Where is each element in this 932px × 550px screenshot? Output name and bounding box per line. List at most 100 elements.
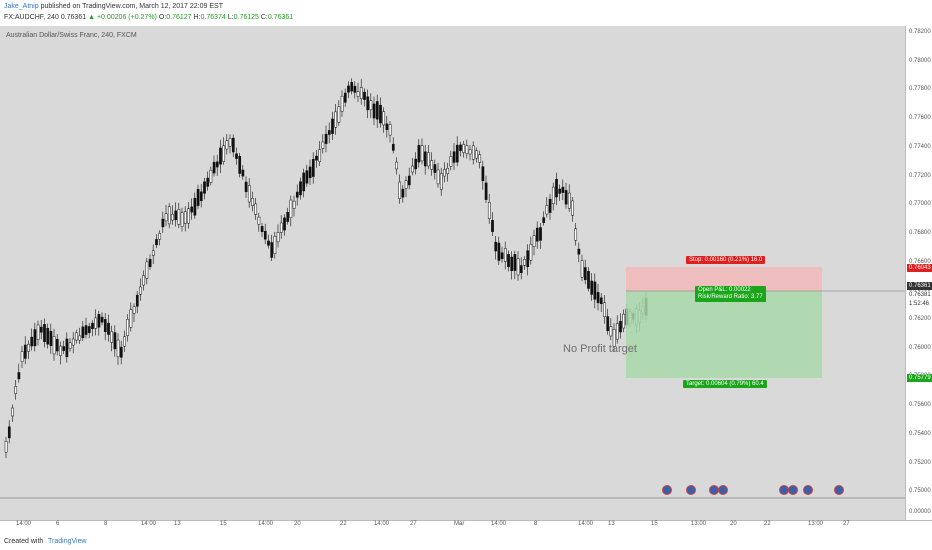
candle-body [113, 332, 117, 350]
candle-body [167, 206, 171, 225]
candle-body [171, 213, 174, 221]
event-icon[interactable] [803, 485, 813, 495]
candle-body [116, 339, 120, 358]
price-axis-label: 0.75600 [909, 402, 931, 409]
candle-body [551, 186, 555, 205]
price-axis-label: 0.78200 [909, 29, 931, 35]
event-icon[interactable] [788, 485, 798, 495]
candle-body [391, 143, 395, 151]
author-link[interactable]: Jake_Atnip [4, 3, 39, 10]
time-axis-label: 13:00 [691, 521, 707, 527]
event-icon[interactable] [662, 485, 672, 495]
candle-body [94, 317, 98, 329]
candle-body [487, 202, 491, 219]
price-axis-label: 0.00000 [909, 509, 931, 515]
candle-body [97, 314, 101, 328]
candle-body [231, 137, 235, 153]
candle-body [126, 319, 130, 336]
candle-body [433, 164, 437, 173]
time-axis-label: 14:00 [258, 521, 274, 527]
event-icon[interactable] [834, 485, 844, 495]
candle-body [398, 181, 402, 199]
candle-body [142, 275, 146, 286]
candle-body [52, 336, 56, 355]
chart-title: Australian Dollar/Swiss Franc, 240, FXCM [6, 32, 137, 39]
candle-body [209, 169, 213, 183]
candle-body [459, 144, 462, 151]
no-profit-target-note: No Profit target [563, 343, 637, 355]
candle-body [567, 192, 571, 209]
candle-body [11, 407, 14, 417]
candle-body [366, 96, 370, 111]
stop-label: Stop: 0.00160 (0.21%) 16.0 [686, 256, 766, 264]
symbol-label: FX:AUDCHF, 240 [4, 14, 59, 21]
candle-body [43, 324, 46, 342]
candle-body [558, 188, 562, 194]
candle-body [39, 326, 43, 333]
candle-body [603, 302, 606, 317]
time-axis[interactable] [0, 520, 932, 531]
candle-body [199, 191, 203, 201]
tradingview-logo[interactable]: TradingView [48, 538, 87, 545]
close-label: C: [260, 14, 268, 21]
candle-body [241, 169, 245, 177]
time-axis-label: 15 [651, 521, 658, 527]
candle-body [151, 250, 155, 256]
candlestick-series [4, 78, 648, 458]
candle-body [468, 149, 472, 155]
candle-body [443, 169, 446, 177]
candle-body [177, 209, 181, 225]
candle-body [286, 212, 290, 222]
candle-body [78, 335, 82, 341]
risk-reward: Risk/Reward Ratio: 3.77 [698, 294, 763, 300]
candle-body [327, 130, 331, 135]
candle-body [452, 151, 456, 163]
candle-body [183, 211, 187, 224]
candle-body [363, 91, 366, 100]
time-axis-label: 6 [56, 521, 60, 527]
price-axis-label: 0.77600 [909, 115, 931, 122]
candle-body [270, 242, 274, 258]
candle-body [564, 190, 568, 205]
candle-body [542, 217, 546, 223]
price-axis-label: 0.76400 [909, 287, 931, 293]
pnl-label: Open P&L: 0.00022 Risk/Reward Ratio: 3.7… [695, 286, 766, 302]
open-label: O: [158, 14, 167, 21]
candle-body [446, 168, 450, 174]
time-axis-label: Mar [454, 521, 465, 527]
event-icon[interactable] [686, 485, 696, 495]
stop-price-tag: 0.76043 [907, 264, 932, 272]
event-icon[interactable] [718, 485, 728, 495]
candle-body [539, 227, 542, 241]
price-axis-label: 0.75200 [909, 459, 931, 466]
candle-body [510, 256, 514, 271]
candle-body [507, 254, 510, 268]
candle-body [526, 250, 530, 268]
candle-body [593, 281, 597, 300]
candle-body [599, 297, 603, 304]
candle-body [257, 216, 261, 225]
candle-body [30, 336, 34, 347]
price-axis-label: 0.76800 [909, 229, 931, 236]
candle-body [91, 322, 94, 329]
candle-body [84, 325, 88, 335]
candle-body [606, 316, 610, 332]
price-axis[interactable] [905, 26, 932, 520]
time-axis-label: 20 [730, 521, 737, 527]
candle-body [401, 188, 405, 198]
candle-body [532, 235, 536, 247]
price-axis-label: 0.75000 [909, 488, 931, 495]
candle-body [462, 144, 466, 153]
price-axis-label: 0.78000 [909, 57, 931, 64]
open-pnl: Open P&L: 0.00022 [698, 287, 751, 293]
candle-body [583, 267, 587, 281]
candle-body [129, 309, 133, 328]
candle-body [81, 326, 85, 339]
current-price-tag: 0.76361 [907, 282, 932, 290]
price-axis-label: 0.77200 [909, 172, 931, 179]
candle-body [225, 140, 229, 150]
time-axis-label: 20 [294, 521, 301, 527]
time-axis-label: 22 [764, 521, 771, 527]
candle-body [23, 344, 27, 359]
